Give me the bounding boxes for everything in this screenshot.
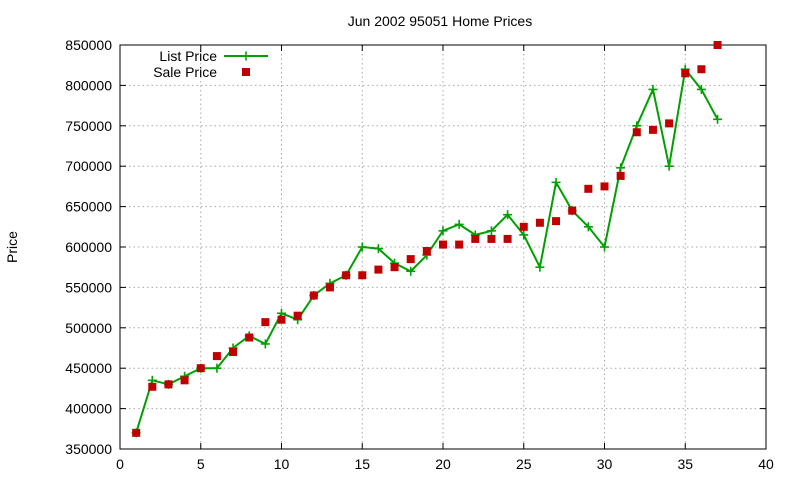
data-point <box>261 318 270 327</box>
data-point <box>245 333 254 342</box>
y-tick-label: 450000 <box>65 360 112 376</box>
data-point <box>632 128 641 137</box>
data-point <box>519 222 528 231</box>
data-point <box>277 315 286 324</box>
data-point <box>422 247 431 256</box>
data-point <box>697 65 706 74</box>
data-point <box>132 428 141 437</box>
data-point <box>229 348 238 357</box>
y-tick-label: 700000 <box>65 158 112 174</box>
data-point <box>373 244 383 254</box>
legend-marker-list-price <box>241 51 251 61</box>
data-point <box>293 311 302 320</box>
data-point <box>583 222 593 232</box>
data-point <box>535 218 544 227</box>
data-point <box>648 84 658 94</box>
data-point <box>357 242 367 252</box>
x-axis: 0 5 10 15 20 25 30 35 40 <box>116 45 774 472</box>
legend-label-list-price: List Price <box>159 48 217 64</box>
y-tick-label: 800000 <box>65 77 112 93</box>
y-tick-label: 750000 <box>65 118 112 134</box>
data-point <box>519 230 529 240</box>
y-tick-label: 850000 <box>65 37 112 53</box>
data-point <box>486 226 496 236</box>
y-tick-label: 500000 <box>65 320 112 336</box>
data-point <box>325 283 334 292</box>
data-point <box>713 114 723 124</box>
x-tick-label: 25 <box>516 456 532 472</box>
y-axis: 350000 400000 450000 500000 550000 600000 6500… <box>65 37 766 457</box>
chart-title: Jun 2002 95051 Home Prices <box>348 13 532 29</box>
data-point <box>358 271 367 280</box>
data-point <box>487 234 496 243</box>
y-tick-label: 550000 <box>65 279 112 295</box>
x-tick-label: 0 <box>116 456 124 472</box>
data-point <box>681 69 690 78</box>
data-point <box>260 339 270 349</box>
data-point <box>535 262 545 272</box>
data-point <box>148 382 157 391</box>
x-tick-label: 20 <box>435 456 451 472</box>
data-point <box>551 177 561 187</box>
data-point <box>664 161 674 171</box>
x-tick-label: 5 <box>197 456 205 472</box>
legend-label-sale-price: Sale Price <box>153 64 217 80</box>
x-tick-label: 10 <box>274 456 290 472</box>
data-point <box>503 234 512 243</box>
data-point <box>713 41 722 49</box>
y-axis-label: Price <box>4 231 20 263</box>
data-point <box>568 206 577 215</box>
data-point <box>600 242 609 252</box>
data-point <box>406 255 415 264</box>
data-point <box>552 217 561 226</box>
data-point <box>374 265 383 274</box>
data-point <box>471 234 480 243</box>
data-point <box>503 210 513 220</box>
data-point <box>454 219 464 229</box>
data-point <box>439 240 447 249</box>
y-tick-label: 600000 <box>65 239 112 255</box>
data-point <box>212 352 221 361</box>
data-point <box>696 84 706 94</box>
x-tick-label: 40 <box>758 456 774 472</box>
x-tick-label: 15 <box>354 456 370 472</box>
data-point <box>342 271 351 280</box>
y-tick-label: 350000 <box>65 441 112 457</box>
y-tick-label: 400000 <box>65 401 112 417</box>
y-tick-label: 650000 <box>65 199 112 215</box>
data-point <box>406 266 416 276</box>
series-sale-price <box>132 41 722 437</box>
data-point <box>616 171 625 180</box>
data-point <box>455 240 464 249</box>
x-tick-label: 35 <box>677 456 693 472</box>
data-point <box>309 291 318 300</box>
data-point <box>212 363 222 373</box>
series-layer <box>131 41 723 438</box>
data-point <box>196 364 205 373</box>
x-tick-label: 30 <box>597 456 613 472</box>
data-point <box>665 119 674 128</box>
data-point <box>180 376 189 385</box>
data-point <box>438 226 448 236</box>
data-point <box>390 263 399 272</box>
legend-marker-sale-price <box>242 68 250 76</box>
data-point <box>600 182 609 191</box>
data-point <box>616 163 626 173</box>
data-point <box>584 184 593 193</box>
data-point <box>648 125 657 134</box>
data-point <box>164 380 173 389</box>
